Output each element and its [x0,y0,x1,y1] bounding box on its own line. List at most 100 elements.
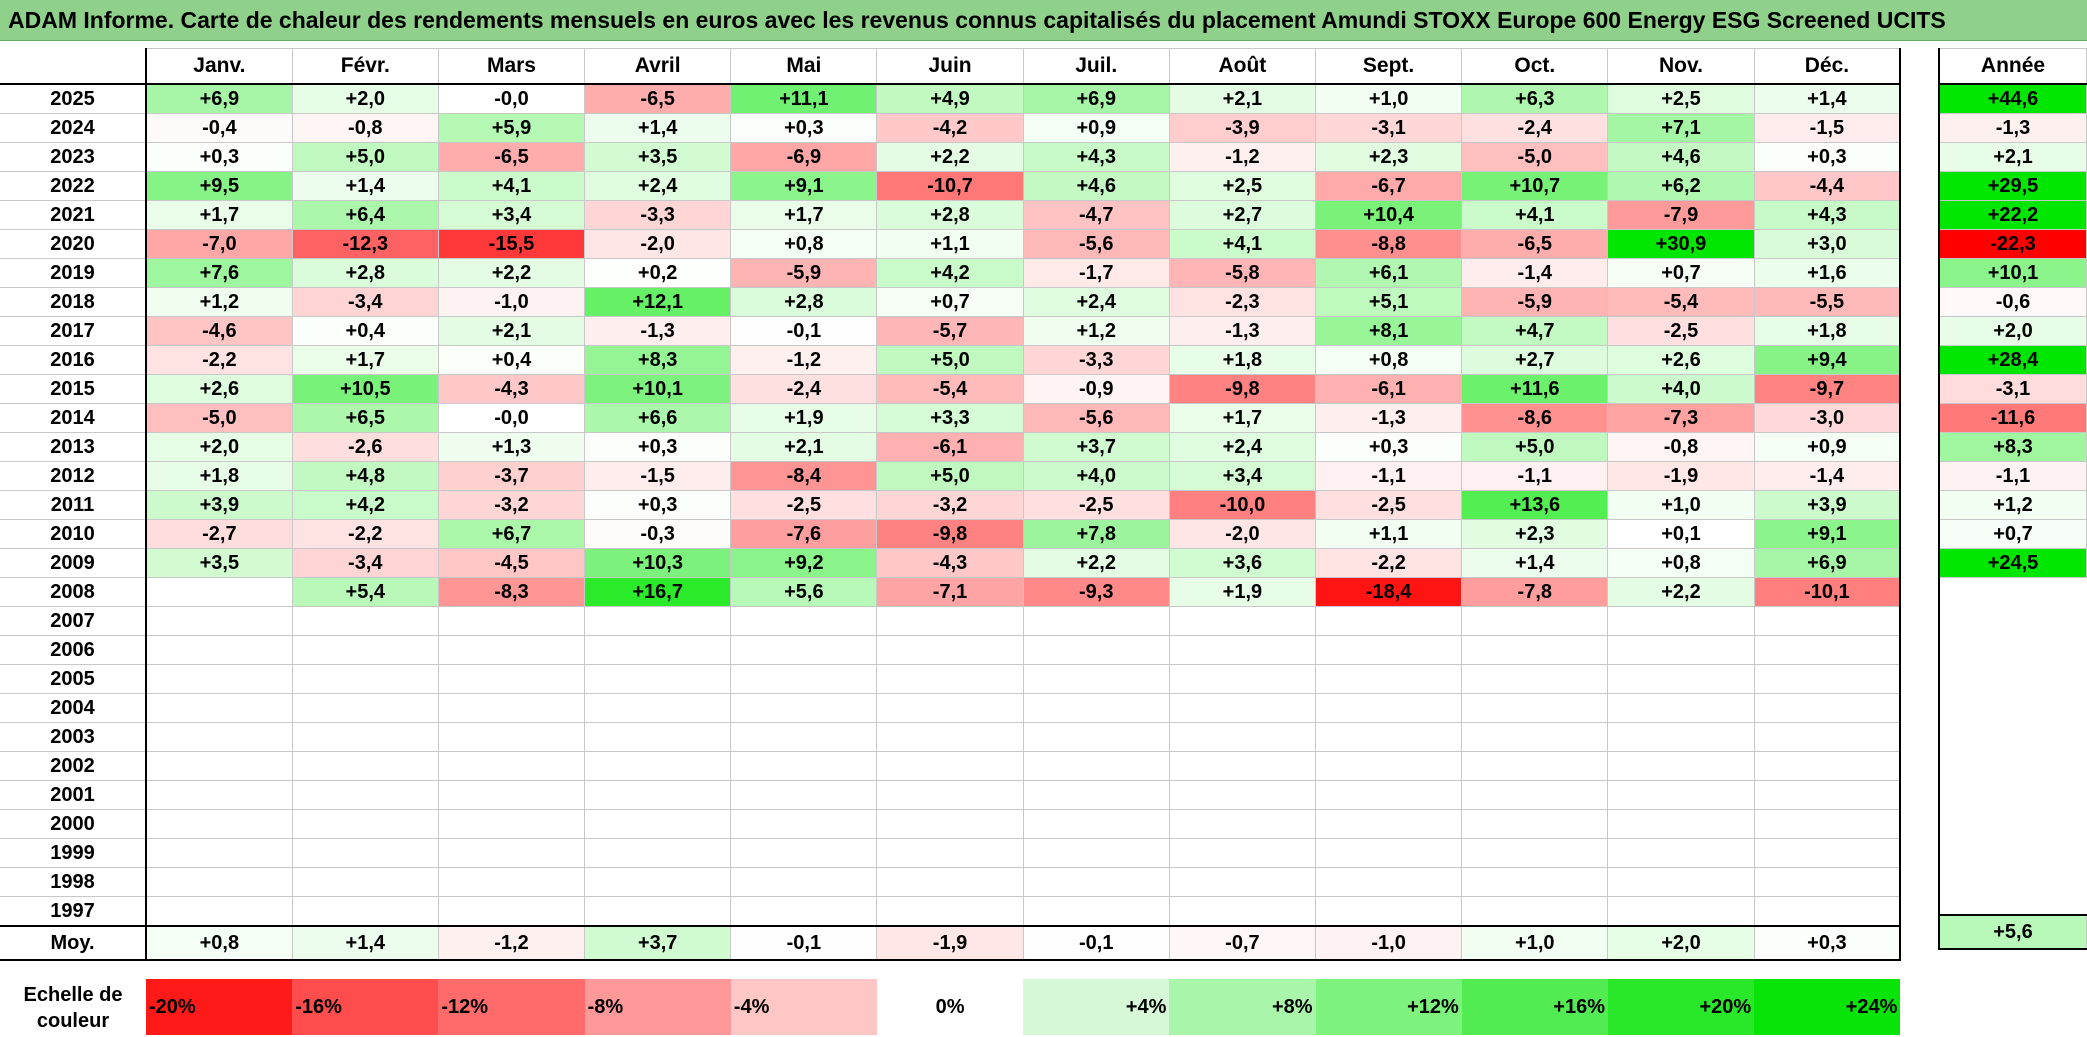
return-cell: +1,4 [1753,83,1901,114]
annual-row: +2,1 [1938,142,2087,172]
return-cell [1314,606,1463,636]
return-cell: +1,9 [730,403,878,433]
return-cell: +2,1 [437,316,586,346]
return-cell: +1,1 [876,229,1024,259]
return-cell [437,867,586,897]
return-cell: +3,6 [1168,548,1317,578]
return-cell: -1,2 [1168,142,1317,172]
average-row: Moy. +0,8 +1,4 -1,2 +3,7 -0,1 -1,9 -0,1 -0,7 -1,0… [0,925,1901,961]
return-cell: +9,4 [1753,345,1901,375]
year-row: 2018 +1,2 -3,4 -1,0 +12,1 +2,8 +0,7 +2,4 -2,3 +5,… [0,287,1901,317]
color-scale-swatch: -16% [292,979,439,1035]
return-cell [1753,693,1901,723]
return-cell: -6,7 [1314,171,1463,201]
annual-row [1939,577,2087,606]
return-cell: +1,6 [1753,258,1901,288]
return-cell: -2,5 [730,490,878,520]
color-scale-swatch: +8% [1169,979,1316,1035]
return-cell [145,693,293,723]
return-cell [1314,809,1463,839]
color-scale-label: Echelle de couleur [23,984,123,1032]
return-cell: +3,5 [145,548,293,578]
month-header-6: Juin [876,48,1024,85]
return-cell: +4,1 [1461,200,1609,230]
return-cell: +5,0 [1461,432,1609,462]
return-cell: -2,5 [1314,490,1463,520]
return-cell: -2,2 [145,345,293,375]
return-cell: -5,9 [730,258,878,288]
return-cell: -5,9 [1461,287,1609,317]
return-cell [291,635,439,665]
return-cell: +1,1 [1314,519,1463,549]
return-cell: +13,6 [1461,490,1609,520]
return-cell: -5,4 [1607,287,1755,317]
annual-return-cell [1939,746,2087,774]
year-label: 2004 [0,693,147,723]
return-cell: +0,8 [1314,345,1463,375]
return-cell [730,635,878,665]
return-cell: +6,9 [1753,548,1901,578]
return-cell [1022,809,1170,839]
return-cell: +1,7 [291,345,439,375]
return-cell: -1,3 [1168,316,1317,346]
return-cell: +6,4 [291,200,439,230]
annual-return-cell [1939,802,2087,830]
year-label: 2017 [0,316,147,346]
year-row: 1997 [0,896,1901,927]
return-cell [1607,867,1755,897]
annual-row [1939,774,2087,802]
return-cell [1607,635,1755,665]
return-cell: +7,1 [1607,113,1755,143]
return-cell: +11,6 [1461,374,1609,404]
year-label: 2002 [0,751,147,781]
return-cell: +7,8 [1022,519,1170,549]
year-label: 2005 [0,664,147,694]
return-cell: +5,1 [1314,287,1463,317]
return-cell: -7,3 [1607,403,1755,433]
return-cell: -9,8 [1168,374,1317,404]
return-cell: +5,4 [291,577,439,607]
return-cell: +2,3 [1461,519,1609,549]
month-header-5: Mai [730,48,878,85]
average-cell: +0,3 [1753,925,1901,961]
return-cell: -6,5 [437,142,586,172]
year-row: 2007 [0,606,1901,636]
year-label: 2003 [0,722,147,752]
return-cell [145,751,293,781]
return-cell [1022,780,1170,810]
return-cell [1168,751,1317,781]
return-cell [1461,838,1609,868]
return-cell [437,896,586,927]
return-cell: +1,4 [291,171,439,201]
year-row: 2009 +3,5 -3,4 -4,5 +10,3 +9,2 -4,3 +2,2 +3,6 -2,… [0,548,1901,578]
return-cell [1168,606,1317,636]
year-row: 1998 [0,867,1901,897]
return-cell [1607,664,1755,694]
return-cell [1022,693,1170,723]
return-cell [291,664,439,694]
year-label: 2021 [0,200,147,230]
year-row: 2014 -5,0 +6,5 -0,0 +6,6 +1,9 +3,3 -5,6 +1,7 -1,3… [0,403,1901,433]
annual-row [1939,718,2087,746]
annual-return-cell: -0,6 [1938,287,2087,317]
return-cell: +6,7 [437,519,586,549]
return-cell: +2,8 [730,287,878,317]
year-label: 2009 [0,548,147,578]
return-cell [876,606,1024,636]
annual-row: +22,2 [1938,200,2087,230]
return-cell: +10,7 [1461,171,1609,201]
return-cell: +3,4 [437,200,586,230]
return-cell: +0,3 [1314,432,1463,462]
return-cell: +1,8 [1168,345,1317,375]
return-cell [730,809,878,839]
return-cell [876,867,1024,897]
return-cell: +2,2 [1607,577,1755,607]
return-cell [1314,867,1463,897]
return-cell [1607,838,1755,868]
annual-row: -22,3 [1938,229,2087,259]
return-cell [1314,722,1463,752]
return-cell [584,838,732,868]
return-cell [1461,896,1609,927]
return-cell [291,838,439,868]
return-cell [876,780,1024,810]
